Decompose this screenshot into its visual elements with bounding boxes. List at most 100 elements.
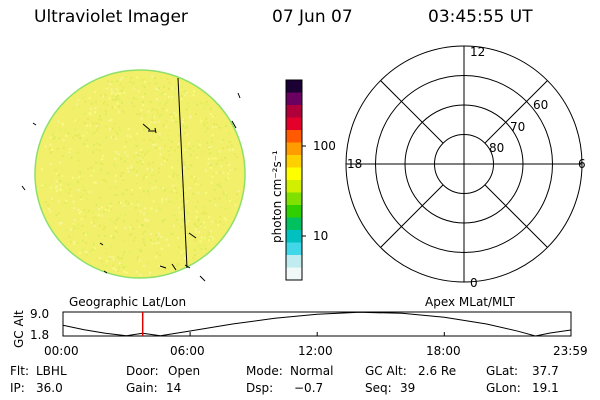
disc-speckle xyxy=(209,235,212,238)
disc-speckle xyxy=(116,193,118,196)
disc-speckle xyxy=(194,254,197,257)
disc-speckle xyxy=(136,256,139,259)
disc-speckle xyxy=(180,194,183,197)
disc-speckle xyxy=(88,210,91,212)
disc-speckle xyxy=(95,148,98,151)
disc-speckle xyxy=(185,91,188,94)
disc-speckle xyxy=(114,223,117,226)
disc-speckle xyxy=(171,201,174,204)
disc-speckle xyxy=(107,80,110,83)
disc-speckle xyxy=(65,134,68,137)
disc-speckle xyxy=(183,257,186,260)
disc-speckle xyxy=(72,223,75,226)
disc-speckle xyxy=(109,208,112,211)
disc-speckle xyxy=(135,270,138,273)
disc-speckle xyxy=(55,180,58,183)
disc-speckle xyxy=(108,209,111,212)
disc-speckle xyxy=(220,159,223,162)
disc-speckle xyxy=(157,171,160,174)
disc-speckle xyxy=(155,256,158,259)
disc-speckle xyxy=(206,127,209,130)
disc-speckle xyxy=(143,244,146,247)
disc-speckle xyxy=(121,192,124,195)
disc-speckle xyxy=(143,153,146,156)
disc-speckle xyxy=(163,157,166,160)
disc-speckle xyxy=(229,200,232,202)
disc-speckle xyxy=(115,219,118,222)
disc-speckle xyxy=(159,102,162,105)
disc-speckle xyxy=(110,119,113,121)
disc-speckle xyxy=(131,189,134,191)
disc-speckle xyxy=(222,147,225,150)
coastline-fragments xyxy=(21,92,241,282)
disc-speckle xyxy=(99,197,102,200)
disc-speckle xyxy=(168,154,170,157)
disc-speckle xyxy=(77,189,80,191)
disc-speckle xyxy=(116,102,119,105)
disc-speckle xyxy=(134,236,137,239)
disc-speckle xyxy=(157,207,160,210)
disc-speckle xyxy=(57,173,60,176)
disc-speckle xyxy=(57,120,60,123)
disc-speckle xyxy=(51,148,53,151)
disc-speckle xyxy=(206,121,208,124)
gain-value: 14 xyxy=(166,381,182,395)
disc-speckle xyxy=(110,88,113,91)
colorbar-ticks xyxy=(302,145,306,237)
disc-speckle xyxy=(165,198,168,201)
disc-speckle xyxy=(186,102,189,105)
disc-speckle xyxy=(181,121,184,124)
disc-speckle xyxy=(144,80,146,83)
disc-speckle xyxy=(208,239,210,242)
disc-speckle xyxy=(159,208,162,211)
disc-speckle xyxy=(203,209,206,212)
disc-speckle xyxy=(91,248,94,251)
disc-speckle xyxy=(61,175,63,177)
disc-speckle xyxy=(164,188,167,191)
disc-speckle xyxy=(182,124,185,127)
colorbar-segment xyxy=(286,142,302,156)
disc-speckle xyxy=(77,133,80,136)
disc-speckle xyxy=(49,210,52,213)
disc-speckle xyxy=(173,111,176,114)
disc-speckle xyxy=(108,172,110,175)
disc-speckle xyxy=(158,132,161,135)
disc-speckle xyxy=(62,147,65,150)
disc-speckle xyxy=(149,169,152,171)
disc-speckle xyxy=(61,154,64,157)
disc-speckle xyxy=(93,223,96,226)
disc-speckle xyxy=(52,137,55,140)
door-value: Open xyxy=(168,364,201,378)
date-label: 07 Jun 07 xyxy=(272,7,353,27)
disc-speckle xyxy=(125,264,128,267)
disc-speckle xyxy=(143,176,146,179)
disc-speckle xyxy=(68,151,71,154)
disc-speckle xyxy=(145,151,148,154)
door-label: Door: xyxy=(126,364,159,378)
filter-value: LBHL xyxy=(36,364,67,378)
altitude-ylabel: GC Alt xyxy=(12,310,26,348)
mode-value: Normal xyxy=(290,364,334,378)
disc-speckle xyxy=(155,109,158,112)
disc-speckle xyxy=(154,241,157,244)
disc-speckle xyxy=(183,163,186,166)
disc-speckle xyxy=(141,161,144,164)
disc-speckle xyxy=(139,79,142,82)
disc-speckle xyxy=(139,159,142,162)
disc-speckle xyxy=(171,233,174,235)
disc-speckle xyxy=(193,90,196,93)
disc-speckle xyxy=(101,214,104,217)
mlt-label-18: 18 xyxy=(347,157,363,171)
disc-speckle xyxy=(147,164,150,166)
disc-speckle xyxy=(134,206,137,209)
disc-speckle xyxy=(160,266,163,269)
disc-speckle xyxy=(189,115,192,118)
altitude-xtick-4: 23:59 xyxy=(553,344,588,358)
disc-speckle xyxy=(178,134,181,137)
disc-speckle xyxy=(226,162,228,165)
disc-speckle xyxy=(136,219,139,222)
disc-speckle xyxy=(129,81,132,83)
disc-speckle xyxy=(153,115,156,118)
disc-speckle xyxy=(168,129,171,132)
disc-speckle xyxy=(126,154,129,157)
